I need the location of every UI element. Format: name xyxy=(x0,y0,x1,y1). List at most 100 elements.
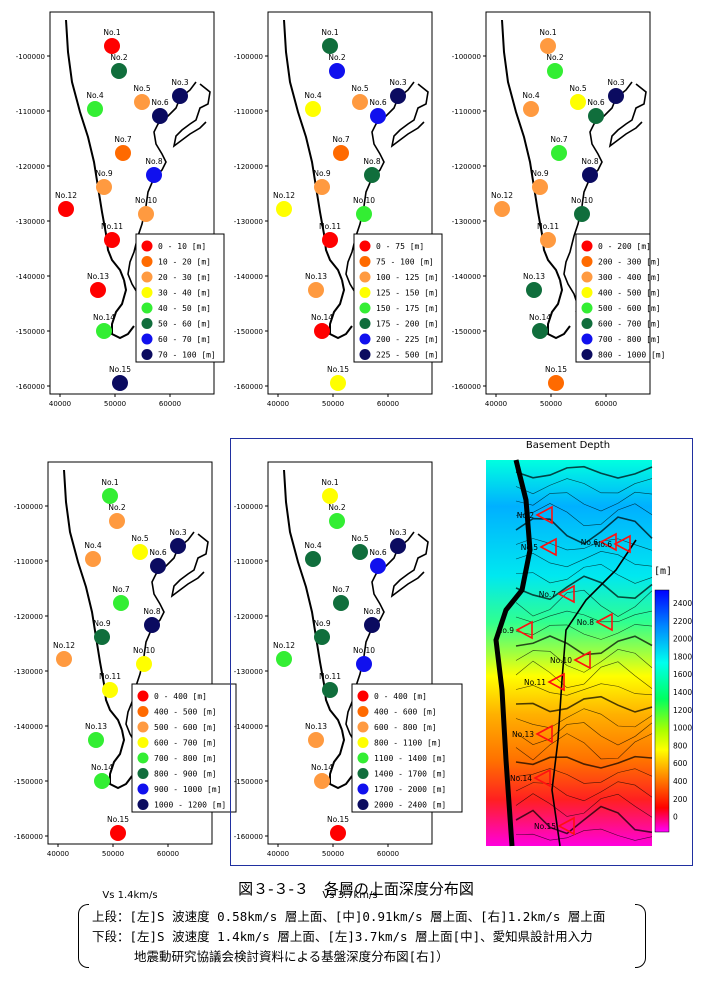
x-tick-label: 40000 xyxy=(485,400,507,408)
station-marker xyxy=(170,538,186,554)
y-tick-label: -130000 xyxy=(452,218,481,226)
station-label: No.5 xyxy=(351,534,368,543)
scale-tick-label: 1800 xyxy=(673,652,692,661)
station-marker xyxy=(330,825,346,841)
map-panel-2: -100000 -110000 -120000 -130000 -140000 -1500… xyxy=(234,11,443,408)
station-label: No.4 xyxy=(84,541,101,550)
station-marker xyxy=(356,206,372,222)
station-label: No.11 xyxy=(99,672,121,681)
station-marker xyxy=(314,629,330,645)
legend-swatch xyxy=(359,256,371,267)
station-marker xyxy=(582,167,598,183)
scale-tick-label: 800 xyxy=(673,741,688,750)
basement-station-marker xyxy=(535,505,553,525)
contour-line xyxy=(515,660,653,689)
map-legend: 0 - 400 [m] 400 - 500 [m] 500 - 600 [m] 600… xyxy=(131,683,237,813)
station-marker xyxy=(104,38,120,54)
station-label: No.10 xyxy=(353,196,375,205)
caption-left-brace xyxy=(78,904,89,968)
station-marker xyxy=(322,488,338,504)
coastline xyxy=(493,459,533,847)
station-marker xyxy=(356,656,372,672)
basement-station-marker xyxy=(515,620,533,640)
station-label: No.14 xyxy=(529,313,551,322)
station-marker xyxy=(588,108,604,124)
map-panels: -100000 -110000 -120000 -130000 -140000 -1500… xyxy=(14,11,665,901)
legend-swatch xyxy=(357,706,369,717)
station-label: No.12 xyxy=(273,191,295,200)
legend-swatch xyxy=(137,721,149,733)
x-tick-label: 60000 xyxy=(377,400,399,408)
station-marker xyxy=(146,167,162,183)
y-tick-label: -120000 xyxy=(16,163,45,171)
legend-swatch xyxy=(137,690,149,702)
y-tick-label: -100000 xyxy=(14,503,43,511)
station-label: No.8 xyxy=(145,157,162,166)
y-tick-label: -160000 xyxy=(234,383,263,391)
legend-label: 200 - 300 [m] xyxy=(598,258,661,267)
station-label: No.5 xyxy=(569,84,586,93)
station-marker xyxy=(551,145,567,161)
y-tick-label: -130000 xyxy=(14,668,43,676)
map-legend: 0 - 400 [m] 400 - 600 [m] 600 - 800 [m] 800… xyxy=(351,683,463,813)
station-label: No.1 xyxy=(539,28,556,37)
scale-tick-label: 1600 xyxy=(673,670,692,679)
station-marker xyxy=(150,558,166,574)
x-tick-label: 60000 xyxy=(157,850,179,858)
station-label: No.3 xyxy=(169,528,186,537)
legend-label: 600 - 700 [m] xyxy=(154,739,217,748)
y-tick-label: -150000 xyxy=(14,778,43,786)
station-marker xyxy=(58,201,74,217)
legend-label: 20 - 30 [m] xyxy=(158,273,211,282)
scale-tick-label: 200 xyxy=(673,795,688,804)
legend-swatch xyxy=(359,349,371,360)
legend-swatch xyxy=(137,768,149,779)
station-marker xyxy=(364,617,380,633)
y-tick-label: -100000 xyxy=(452,53,481,61)
station-marker xyxy=(547,63,563,79)
y-tick-label: -150000 xyxy=(234,328,263,336)
station-label: No.4 xyxy=(522,91,539,100)
station-label: No.5 xyxy=(133,84,150,93)
legend-label: 600 - 800 [m] xyxy=(374,723,437,732)
x-tick-label: 50000 xyxy=(322,400,344,408)
legend-label: 300 - 400 [m] xyxy=(598,273,661,282)
bay-shoreline xyxy=(170,533,209,598)
station-label: No.2 xyxy=(328,503,345,512)
scale-tick-label: 2400 xyxy=(673,599,692,608)
station-label: No.2 xyxy=(108,503,125,512)
legend-label: 175 - 200 [m] xyxy=(376,320,439,329)
legend-label: 700 - 800 [m] xyxy=(154,754,217,763)
basement-station-marker xyxy=(547,672,565,692)
basement-station-marker xyxy=(535,724,553,744)
station-label: No.7 xyxy=(112,585,129,594)
y-tick-label: -150000 xyxy=(16,328,45,336)
y-tick-label: -140000 xyxy=(234,273,263,281)
basement-station-label: No.8 xyxy=(577,618,594,627)
y-tick-label: -120000 xyxy=(14,613,43,621)
station-marker xyxy=(352,544,368,560)
station-label: No.13 xyxy=(305,272,327,281)
station-label: No.2 xyxy=(328,53,345,62)
coastline xyxy=(329,279,353,340)
legend-label: 150 - 175 [m] xyxy=(376,304,439,313)
bay-shoreline xyxy=(390,533,429,598)
legend-label: 500 - 600 [m] xyxy=(154,723,217,732)
legend-swatch xyxy=(141,349,153,360)
y-tick-label: -100000 xyxy=(16,53,45,61)
legend-label: 50 - 60 [m] xyxy=(158,320,211,329)
caption-line-1: 上段：[左]S 波速度 0.58km/s 層上面、[中]0.91km/s 層上面… xyxy=(92,909,606,924)
y-tick-label: -130000 xyxy=(234,218,263,226)
basement-station-marker xyxy=(573,650,591,670)
station-label: No.1 xyxy=(321,478,338,487)
legend-swatch xyxy=(141,240,153,252)
station-label: No.6 xyxy=(369,548,386,557)
station-label: No.15 xyxy=(545,365,567,374)
legend-label: 0 - 75 [m] xyxy=(376,242,424,251)
station-label: No.14 xyxy=(311,313,333,322)
legend-label: 400 - 500 [m] xyxy=(598,289,661,298)
legend-label: 0 - 400 [m] xyxy=(154,692,207,701)
contour-line xyxy=(515,624,653,640)
contour-line xyxy=(515,805,653,835)
contour-line xyxy=(515,781,653,802)
